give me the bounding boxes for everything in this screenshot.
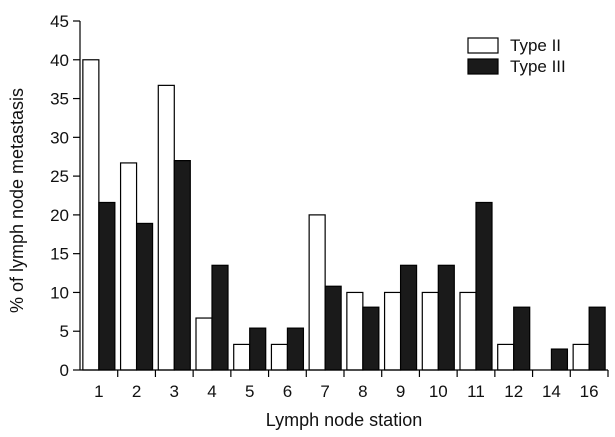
x-tick-label: 2	[132, 382, 141, 401]
y-tick-label: 25	[50, 167, 69, 186]
x-tick-label: 16	[580, 382, 599, 401]
legend-swatch-type-ii	[467, 37, 499, 54]
x-tick-label: 1	[94, 382, 103, 401]
x-tick-label: 10	[429, 382, 448, 401]
legend-label-type-ii: Type II	[510, 36, 561, 55]
x-ticks: 1 2 3 4 5 6 7 8 9 10 11 12 14 16	[94, 370, 609, 401]
x-tick-label: 12	[504, 382, 523, 401]
bars-layer	[82, 59, 606, 371]
x-axis-title: Lymph node station	[266, 410, 422, 430]
bar-type-ii-3	[157, 84, 175, 371]
bar-type-ii-16	[572, 343, 590, 371]
bar-type-iii-8	[362, 306, 380, 371]
bar-type-ii-11	[459, 291, 477, 371]
x-tick-label: 5	[245, 382, 254, 401]
y-ticks: 0 5 10 15 20 25 30 35 40 45	[50, 12, 80, 380]
legend-label-type-iii: Type III	[510, 57, 566, 76]
x-tick-label: 11	[467, 382, 485, 401]
legend-swatch-type-iii	[467, 58, 499, 75]
x-tick-label: 7	[320, 382, 329, 401]
bar-type-iii-12	[513, 306, 531, 371]
bar-type-ii-6	[270, 343, 289, 371]
y-tick-label: 20	[50, 206, 69, 225]
y-tick-label: 45	[50, 12, 69, 31]
y-tick-label: 15	[50, 245, 69, 264]
bar-type-ii-12	[497, 343, 515, 371]
bar-type-iii-5	[249, 327, 267, 371]
y-tick-label: 30	[50, 128, 69, 147]
bar-type-iii-10	[437, 264, 455, 371]
bar-type-iii-7	[324, 285, 342, 371]
bar-type-iii-3	[173, 160, 191, 371]
bar-type-ii-5	[233, 343, 251, 371]
bar-type-iii-4	[211, 264, 229, 371]
x-tick-label: 6	[283, 382, 292, 401]
x-tick-label: 9	[396, 382, 405, 401]
y-tick-label: 40	[50, 51, 69, 70]
bar-type-ii-9	[383, 291, 402, 371]
y-axis-title: % of lymph node metastasis	[7, 88, 27, 313]
x-tick-label: 8	[358, 382, 367, 401]
bar-type-iii-9	[399, 264, 418, 371]
bar-type-ii-8	[346, 291, 364, 371]
x-tick-label: 14	[542, 382, 561, 401]
bar-type-ii-4	[195, 317, 213, 371]
y-tick-label: 10	[50, 283, 69, 302]
y-tick-label: 5	[60, 322, 69, 341]
bar-type-iii-6	[286, 327, 305, 371]
y-tick-label: 0	[60, 361, 69, 380]
x-tick-label: 4	[207, 382, 216, 401]
bar-type-ii-2	[119, 162, 138, 371]
bar-type-iii-14	[550, 348, 569, 371]
y-tick-label: 35	[50, 90, 69, 109]
bar-type-iii-11	[475, 201, 493, 371]
bar-type-ii-10	[421, 291, 439, 371]
x-tick-label: 3	[170, 382, 179, 401]
bar-type-iii-1	[98, 201, 116, 371]
legend: Type II Type III	[467, 36, 566, 76]
bar-type-iii-2	[135, 222, 154, 371]
bar-type-iii-16	[588, 306, 606, 371]
bar-type-ii-1	[82, 59, 100, 371]
bar-type-ii-7	[308, 214, 326, 371]
